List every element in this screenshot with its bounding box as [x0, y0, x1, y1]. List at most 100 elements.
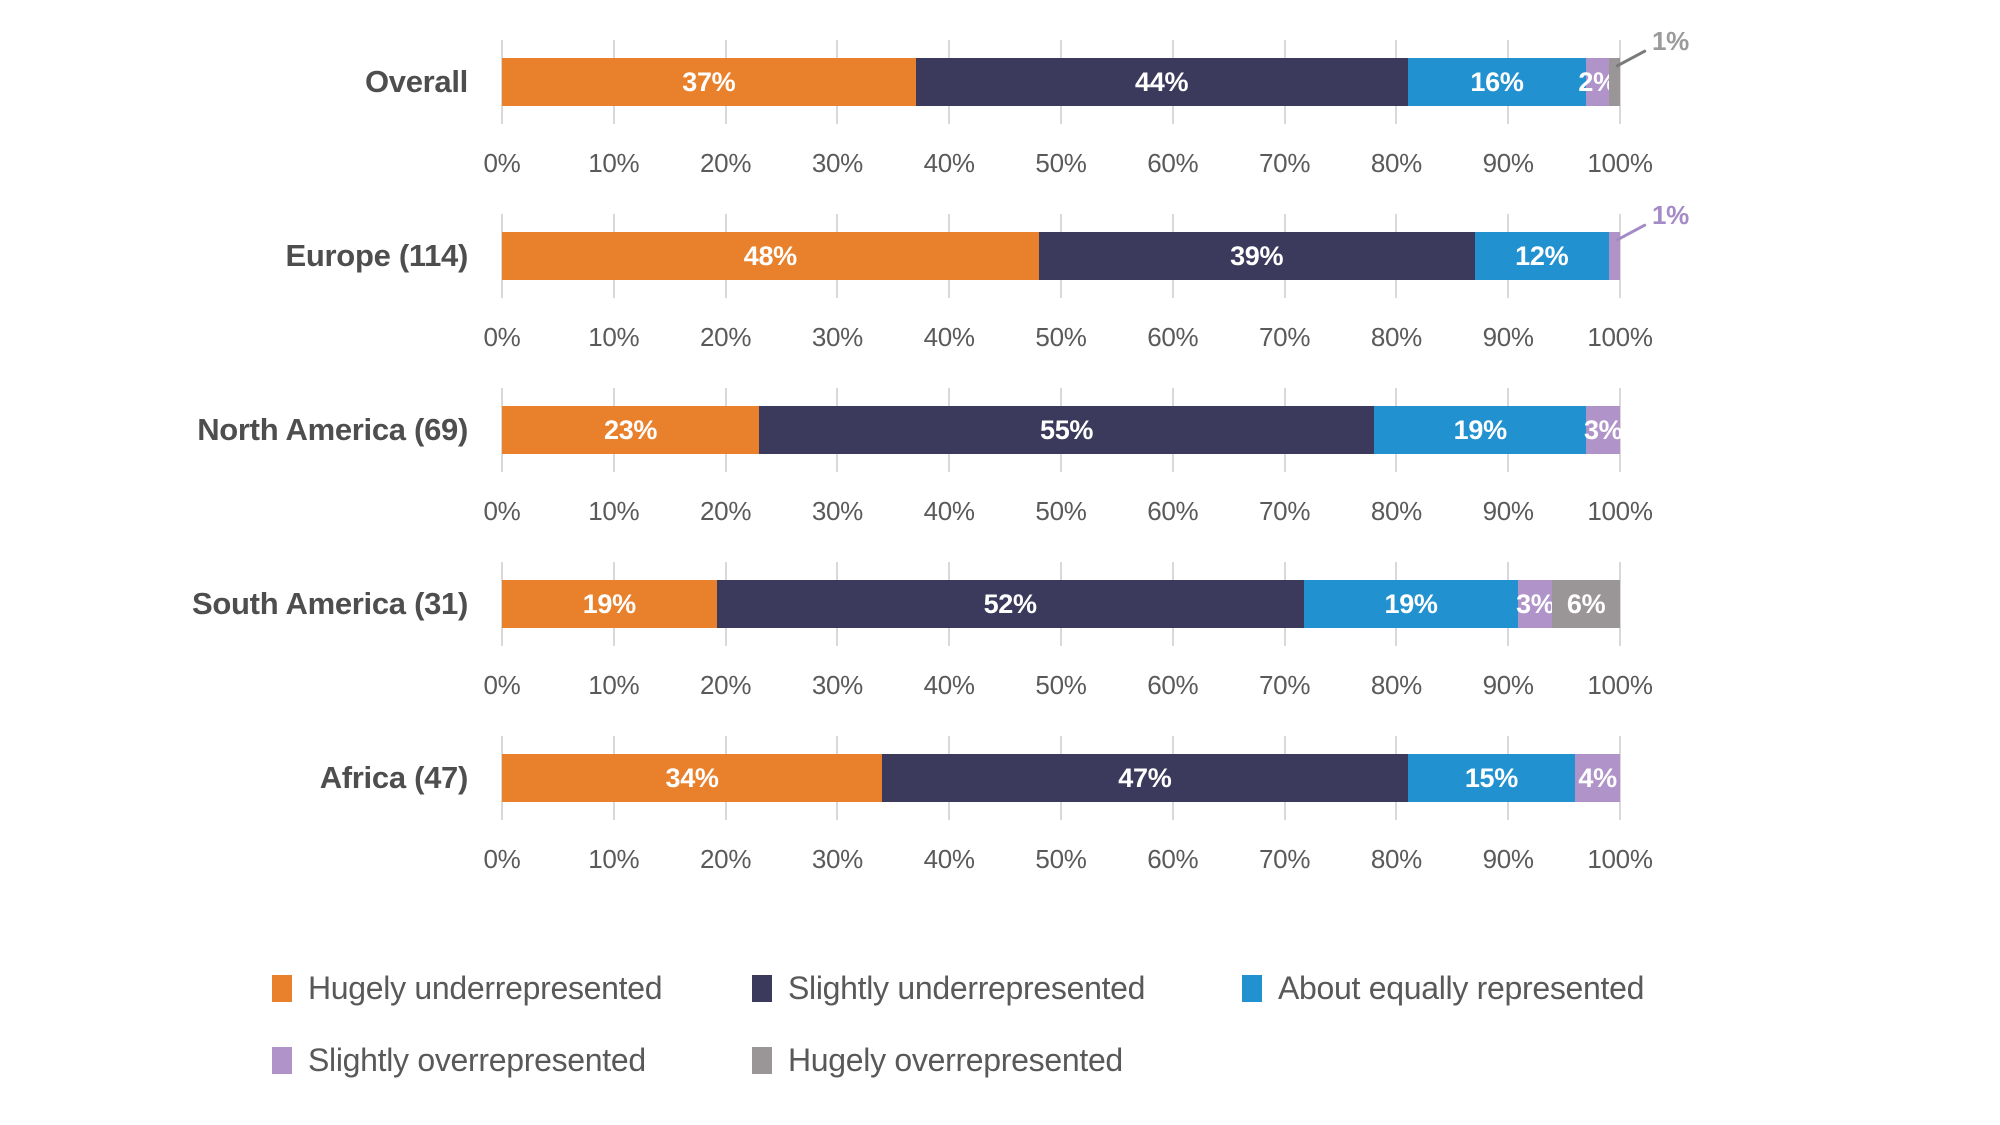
gridline [1619, 214, 1621, 298]
stacked-bar: 48% 39% 12% [502, 232, 1620, 280]
bar-segment-hugely-overrepresented: 6% [1552, 580, 1620, 628]
legend-swatch-icon [752, 974, 772, 1002]
plot-column: 37% 44% 16% 2% 1% 0% 10% 20% 30% 40% 50% 60% 70% 80% 9… [484, 26, 1690, 178]
axis-tick-label: 90% [1482, 670, 1534, 700]
category-label: Africa (47) [319, 760, 469, 795]
bar-segment-slightly-underrepresented: 52% [716, 580, 1304, 628]
axis-tick-label: 70% [1259, 844, 1311, 874]
axis-tick-label: 0% [483, 322, 521, 352]
axis-tick-label: 40% [923, 148, 975, 178]
axis-tick-label: 80% [1370, 844, 1422, 874]
callout-line [1615, 49, 1647, 68]
bar-segment-about-equally-represented: 19% [1374, 406, 1587, 454]
axis-tick-label: 40% [923, 670, 975, 700]
stacked-bar-chart: Overall 37% 44% 16% 2% 1% 0% 10% 20% 30% 40% 50% 60%… [0, 26, 2000, 1114]
axis-tick-label: 50% [1035, 496, 1087, 526]
legend-item-label: About equally represented [1278, 969, 1645, 1006]
callout-value-label: 1% [1652, 200, 1689, 230]
axis-tick-label: 80% [1370, 670, 1422, 700]
bar-value-label: 37% [682, 66, 736, 97]
bar-segment-hugely-underrepresented: 37% [502, 58, 916, 106]
bar-plot: 34% 47% 15% 4% [501, 736, 1621, 820]
legend-swatch-icon [1242, 974, 1262, 1002]
axis-tick-label: 70% [1259, 670, 1311, 700]
legend-item-label: Slightly underrepresented [788, 969, 1146, 1006]
axis-tick-label: 30% [811, 844, 863, 874]
bar-segment-slightly-underrepresented: 55% [759, 406, 1375, 454]
legend-item-slightly-underrepresented: Slightly underrepresented [752, 970, 1242, 1006]
axis-tick-label: 100% [1587, 496, 1653, 526]
axis-tick-label: 50% [1035, 148, 1087, 178]
axis-tick-label: 70% [1259, 322, 1311, 352]
axis-tick-label: 10% [588, 670, 640, 700]
axis-tick-label: 30% [811, 670, 863, 700]
chart-row-africa-47: Africa (47) 34% 47% 15% 4% 0% 10% 20% 30% 40% 50% 6… [0, 736, 2000, 874]
axis-tick-label: 10% [588, 148, 640, 178]
bar-segment-hugely-underrepresented: 48% [502, 232, 1039, 280]
gridline [1619, 562, 1621, 646]
axis-tick-label: 20% [700, 322, 752, 352]
gridline [1619, 736, 1621, 820]
axis-tick-label: 60% [1147, 322, 1199, 352]
stacked-bar: 23% 55% 19% 3% [502, 406, 1623, 454]
bar-value-label: 3% [1516, 588, 1555, 619]
axis-tick-label: 100% [1587, 844, 1653, 874]
bar-value-label: 47% [1118, 762, 1172, 793]
bar-segment-slightly-overrepresented: 2% [1578, 58, 1617, 106]
axis-tick-label: 80% [1370, 496, 1422, 526]
plot-column: 48% 39% 12% 1% 0% 10% 20% 30% 40% 50% 60% 70% 80% 90%… [484, 200, 1690, 352]
callout-annotation: 1% [1610, 200, 1730, 256]
bar-segment-hugely-overrepresented [1608, 58, 1620, 106]
axis-tick-label: 30% [811, 496, 863, 526]
bar-segment-hugely-underrepresented: 34% [502, 754, 883, 802]
legend-item-about-equally-represented: About equally represented [1242, 970, 2000, 1006]
axis-tick-label: 80% [1370, 148, 1422, 178]
bar-value-label: 19% [582, 588, 636, 619]
axis-tick-label: 30% [811, 148, 863, 178]
bar-segment-hugely-underrepresented: 19% [502, 580, 717, 628]
bar-segment-slightly-overrepresented: 4% [1575, 754, 1620, 802]
axis-tick-label: 100% [1587, 322, 1653, 352]
bar-value-label: 6% [1566, 588, 1606, 619]
axis-tick-label: 20% [700, 670, 752, 700]
bar-value-label: 48% [743, 240, 797, 271]
bar-value-label: 19% [1453, 414, 1507, 445]
plot-column: 19% 52% 19% 3% 6% 0% 10% 20% 30% 40% 50% 60% 70% 80% 9… [484, 562, 1653, 700]
legend-item-hugely-underrepresented: Hugely underrepresented [272, 970, 752, 1006]
gridline [1619, 388, 1621, 472]
axis-tick-label: 10% [588, 322, 640, 352]
axis-tick-label: 70% [1259, 148, 1311, 178]
bar-value-label: 4% [1578, 762, 1617, 793]
axis-tick-label: 50% [1035, 670, 1087, 700]
plot-column: 34% 47% 15% 4% 0% 10% 20% 30% 40% 50% 60% 70% 80% 90%… [484, 736, 1653, 874]
callout-value-label: 1% [1652, 26, 1689, 56]
bar-value-label: 34% [665, 762, 719, 793]
axis-tick-label: 10% [588, 844, 640, 874]
axis-tick-label: 0% [483, 844, 521, 874]
gridline [1619, 40, 1621, 124]
bar-plot: 37% 44% 16% 2% 1% [501, 26, 1689, 124]
axis-tick-label: 0% [483, 496, 521, 526]
axis-tick-label: 20% [700, 148, 752, 178]
axis-tick-label: 20% [700, 496, 752, 526]
bar-value-label: 55% [1040, 414, 1094, 445]
category-label: Overall [364, 64, 468, 99]
bar-value-label: 3% [1583, 414, 1623, 445]
legend-swatch-icon [272, 1046, 292, 1074]
chart-legend: Hugely underrepresented Slightly underrep… [272, 970, 2000, 1078]
axis-tick-label: 60% [1147, 844, 1199, 874]
chart-rows: Overall 37% 44% 16% 2% 1% 0% 10% 20% 30% 40% 50% 60%… [0, 26, 2000, 874]
bar-value-label: 15% [1464, 762, 1518, 793]
axis-tick-label: 90% [1482, 844, 1534, 874]
bar-value-label: 39% [1230, 240, 1284, 271]
bar-segment-hugely-underrepresented: 23% [502, 406, 760, 454]
bar-segment-about-equally-represented: 16% [1407, 58, 1587, 106]
bar-segment-slightly-underrepresented: 47% [882, 754, 1408, 802]
axis-tick-label: 0% [483, 148, 521, 178]
bar-segment-about-equally-represented: 19% [1303, 580, 1519, 628]
x-axis: 0% 10% 20% 30% 40% 50% 60% 70% 80% 90% 100% [484, 670, 1653, 700]
axis-tick-label: 10% [588, 496, 640, 526]
axis-tick-label: 30% [811, 322, 863, 352]
bar-plot: 19% 52% 19% 3% 6% [501, 562, 1621, 646]
legend-item-label: Slightly overrepresented [308, 1041, 646, 1078]
